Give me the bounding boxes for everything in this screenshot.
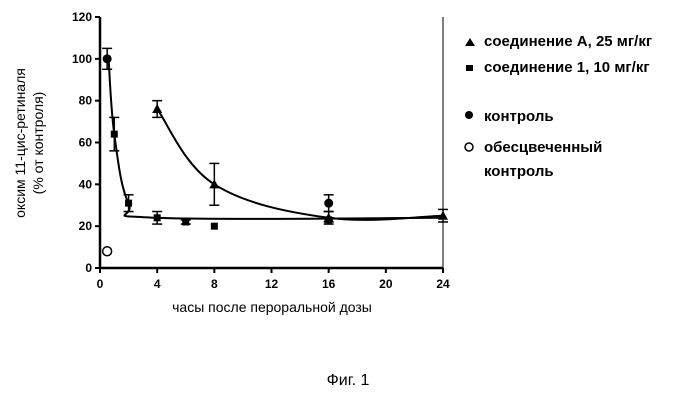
- y-axis-title: оксим 11-цис-ретиналя (% от контроля): [12, 68, 46, 218]
- legend-filled-circle-marker: [465, 111, 473, 119]
- x-tick-label: 20: [379, 277, 393, 291]
- legend-label-compound-1: соединение 1, 10 мг/кг: [484, 59, 650, 76]
- y-tick-label: 60: [79, 136, 93, 150]
- figure-caption: Фиг. 1: [327, 372, 370, 389]
- x-tick-label: 12: [265, 277, 279, 291]
- legend-open-circle-marker: [465, 143, 473, 151]
- data-point-triangle: [152, 104, 162, 113]
- fit-curve-0: [157, 109, 443, 220]
- y-tick-label: 20: [79, 219, 93, 233]
- data-point-square: [154, 214, 161, 221]
- legend-triangle-marker: [465, 38, 475, 46]
- y-axis-title-line2: (% от контроля): [30, 92, 46, 195]
- x-axis-title: часы после пероральной дозы: [172, 299, 372, 315]
- data-point-triangle: [209, 179, 219, 188]
- legend-label-control: контроль: [484, 108, 554, 125]
- fit-curves: [109, 59, 443, 220]
- axes: [100, 17, 443, 268]
- y-tick-label: 80: [79, 94, 93, 108]
- data-point-square: [125, 200, 132, 207]
- data-point-square: [211, 223, 218, 230]
- data-markers: [103, 54, 448, 255]
- legend: соединение А, 25 мг/кг соединение 1, 10 …: [465, 33, 652, 180]
- y-axis-title-line1: оксим 11-цис-ретиналя: [12, 68, 28, 218]
- x-tick-label: 4: [154, 277, 161, 291]
- data-point-square: [111, 131, 118, 138]
- data-point-square: [182, 218, 189, 225]
- legend-label-bleached-control-line1: обесцвеченный: [484, 139, 602, 156]
- error-bars: [102, 48, 448, 224]
- y-tick-label: 0: [85, 261, 92, 275]
- data-point-filled-circle: [324, 199, 333, 208]
- x-tick-label: 16: [322, 277, 336, 291]
- y-ticks: 0 20 40 60 80 100 120: [72, 10, 100, 275]
- data-point-filled-circle: [103, 54, 112, 63]
- x-ticks: 0 4 8 12 16 20 24: [97, 268, 450, 291]
- fit-curve-1: [109, 59, 443, 219]
- data-point-open-circle: [103, 247, 112, 256]
- x-tick-label: 8: [211, 277, 218, 291]
- legend-label-compound-a: соединение А, 25 мг/кг: [484, 33, 652, 50]
- x-tick-label: 24: [436, 277, 450, 291]
- x-tick-label: 0: [97, 277, 104, 291]
- data-point-square: [325, 216, 332, 223]
- y-tick-label: 100: [72, 52, 92, 66]
- y-tick-label: 40: [79, 177, 93, 191]
- legend-square-marker: [466, 65, 473, 71]
- legend-label-bleached-control-line2: контроль: [484, 163, 554, 180]
- y-tick-label: 120: [72, 10, 92, 24]
